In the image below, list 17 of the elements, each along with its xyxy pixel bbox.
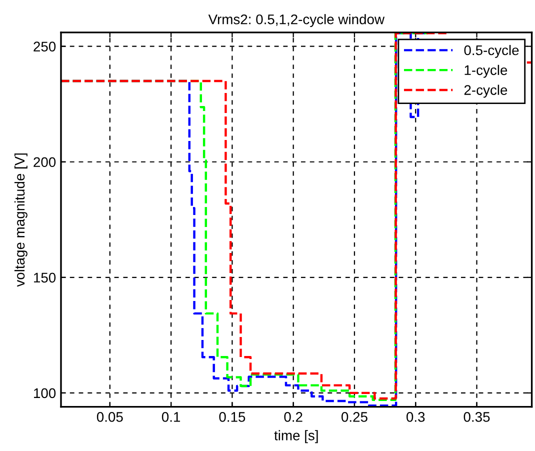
x-tick-label: 0.35 xyxy=(464,412,490,422)
y-tick-label: 150 xyxy=(34,272,56,283)
x-tick-label: 0.3 xyxy=(406,412,425,422)
legend-label: 0.5-cycle xyxy=(464,44,519,58)
x-tick-label: 0.25 xyxy=(342,412,368,422)
x-tick-label: 0.2 xyxy=(284,412,302,422)
x-tick-label: 0.05 xyxy=(96,412,123,422)
y-tick-label: 100 xyxy=(34,388,56,398)
x-tick-label: 0.1 xyxy=(162,412,180,422)
y-axis-title: voltage magnitude [V] xyxy=(14,153,28,287)
chart-title: Vrms2: 0.5,1,2-cycle window xyxy=(208,14,385,28)
x-axis-title: time [s] xyxy=(274,430,318,444)
legend-label: 1-cycle xyxy=(464,64,508,78)
y-tick-label: 200 xyxy=(34,157,56,168)
x-tick-label: 0.15 xyxy=(219,412,246,422)
y-tick-label: 250 xyxy=(34,42,56,52)
legend-label: 2-cycle xyxy=(464,84,508,98)
